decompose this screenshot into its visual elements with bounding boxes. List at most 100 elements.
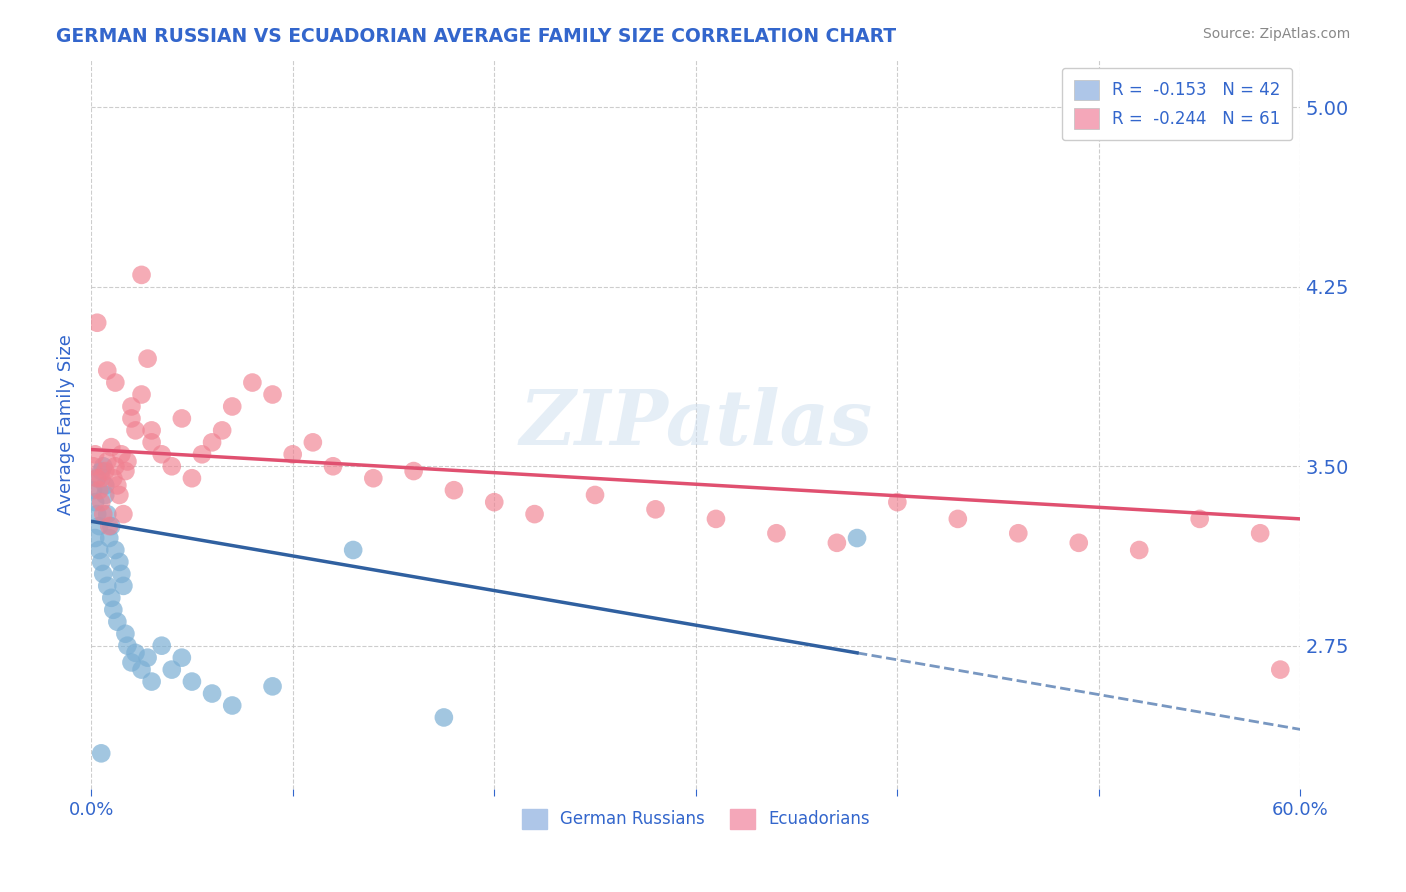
Point — [141, 674, 163, 689]
Point — [90, 495, 112, 509]
Point — [1128, 543, 1150, 558]
Point — [84, 447, 107, 461]
Point — [523, 507, 546, 521]
Point — [100, 591, 122, 605]
Point — [112, 507, 135, 521]
Point — [221, 400, 243, 414]
Point — [117, 639, 139, 653]
Point — [105, 478, 128, 492]
Point — [242, 376, 264, 390]
Point — [104, 376, 127, 390]
Point — [484, 495, 506, 509]
Point — [100, 519, 122, 533]
Point — [108, 555, 131, 569]
Point — [86, 316, 108, 330]
Point — [262, 387, 284, 401]
Point — [170, 411, 193, 425]
Point — [1007, 526, 1029, 541]
Point — [342, 543, 364, 558]
Point — [181, 674, 204, 689]
Text: Source: ZipAtlas.com: Source: ZipAtlas.com — [1202, 27, 1350, 41]
Point — [108, 488, 131, 502]
Point — [89, 519, 111, 533]
Point — [90, 555, 112, 569]
Point — [100, 440, 122, 454]
Point — [89, 543, 111, 558]
Point — [946, 512, 969, 526]
Point — [150, 639, 173, 653]
Point — [114, 626, 136, 640]
Point — [84, 495, 107, 509]
Point — [86, 507, 108, 521]
Point — [82, 483, 104, 498]
Point — [704, 512, 727, 526]
Point — [262, 679, 284, 693]
Point — [104, 543, 127, 558]
Point — [105, 615, 128, 629]
Point — [181, 471, 204, 485]
Point — [1188, 512, 1211, 526]
Point — [84, 531, 107, 545]
Point — [91, 459, 114, 474]
Point — [110, 447, 132, 461]
Point — [131, 387, 153, 401]
Point — [170, 650, 193, 665]
Point — [98, 531, 121, 545]
Point — [94, 478, 117, 492]
Point — [136, 650, 159, 665]
Point — [91, 507, 114, 521]
Point — [121, 400, 143, 414]
Point — [96, 454, 118, 468]
Point — [136, 351, 159, 366]
Point — [886, 495, 908, 509]
Point — [94, 464, 117, 478]
Point — [112, 579, 135, 593]
Point — [103, 471, 125, 485]
Point — [322, 459, 344, 474]
Point — [121, 656, 143, 670]
Point — [104, 459, 127, 474]
Point — [90, 747, 112, 761]
Point — [96, 507, 118, 521]
Point — [117, 454, 139, 468]
Point — [131, 663, 153, 677]
Point — [94, 488, 117, 502]
Point — [90, 464, 112, 478]
Point — [82, 459, 104, 474]
Point — [1067, 536, 1090, 550]
Point — [765, 526, 787, 541]
Point — [302, 435, 325, 450]
Point — [402, 464, 425, 478]
Point — [433, 710, 456, 724]
Point — [89, 483, 111, 498]
Point — [825, 536, 848, 550]
Point — [281, 447, 304, 461]
Point — [103, 603, 125, 617]
Point — [86, 471, 108, 485]
Point — [201, 687, 224, 701]
Point — [846, 531, 869, 545]
Point — [211, 424, 233, 438]
Point — [160, 663, 183, 677]
Point — [121, 411, 143, 425]
Point — [124, 424, 146, 438]
Point — [191, 447, 214, 461]
Point — [363, 471, 385, 485]
Point — [644, 502, 666, 516]
Point — [1249, 526, 1271, 541]
Legend: German Russians, Ecuadorians: German Russians, Ecuadorians — [515, 802, 876, 836]
Point — [583, 488, 606, 502]
Point — [90, 471, 112, 485]
Point — [86, 471, 108, 485]
Text: GERMAN RUSSIAN VS ECUADORIAN AVERAGE FAMILY SIZE CORRELATION CHART: GERMAN RUSSIAN VS ECUADORIAN AVERAGE FAM… — [56, 27, 897, 45]
Point — [443, 483, 465, 498]
Point — [96, 363, 118, 377]
Point — [141, 435, 163, 450]
Point — [114, 464, 136, 478]
Point — [141, 424, 163, 438]
Point — [131, 268, 153, 282]
Point — [160, 459, 183, 474]
Y-axis label: Average Family Size: Average Family Size — [58, 334, 75, 515]
Text: ZIPatlas: ZIPatlas — [519, 387, 872, 461]
Point — [201, 435, 224, 450]
